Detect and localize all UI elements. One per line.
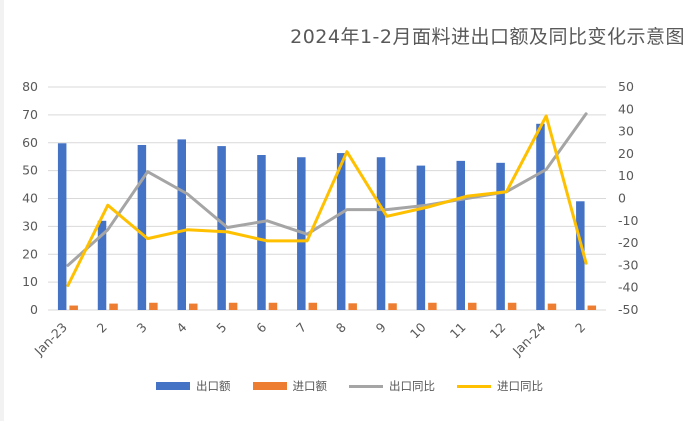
y-left-tick-label: 40 [22, 191, 38, 206]
bar-export-value [257, 155, 266, 310]
bar-export-value [336, 153, 346, 310]
bar-import-value [428, 302, 437, 310]
bar-export-value [177, 139, 186, 310]
y-left-tick-label: 80 [22, 79, 38, 94]
bar-import-value [228, 302, 238, 310]
legend-swatch-import-value [252, 382, 287, 390]
legend-label-import-value: 进口额 [292, 379, 328, 393]
bar-import-value [189, 303, 198, 310]
y-right-tick-label: 50 [618, 79, 634, 94]
x-tick-label: 7 [293, 320, 309, 336]
bar-import-value [587, 305, 597, 310]
y-right-tick-label: -10 [618, 213, 638, 228]
x-tick-label: 10 [407, 319, 429, 341]
x-tick-label: 12 [487, 320, 509, 342]
legend-swatch-import-yoy [457, 384, 491, 388]
bar-export-value [536, 123, 545, 310]
legend-item-import-value: 进口额 [252, 378, 328, 394]
legend-item-import-yoy: 进口同比 [457, 378, 543, 394]
y-left-tick-label: 50 [22, 163, 38, 178]
bar-export-value [496, 162, 505, 310]
bar-export-value [456, 160, 465, 310]
y-right-tick-label: 40 [618, 101, 634, 116]
legend-label-export-yoy: 出口同比 [389, 379, 435, 393]
y-right-tick-label: 10 [618, 168, 634, 183]
legend-label-import-yoy: 进口同比 [497, 379, 543, 393]
y-right-tick-label: -20 [618, 235, 638, 250]
x-tick-label: 2 [94, 320, 110, 336]
line-import-yoy [66, 114, 588, 287]
x-tick-label: Jan-23 [31, 320, 70, 359]
bar-export-value [576, 201, 585, 310]
bar-import-value [348, 303, 357, 310]
y-right-tick-label: -30 [618, 257, 638, 272]
x-tick-label: Jan-24 [509, 319, 548, 358]
bar-import-value [268, 302, 278, 310]
bar-import-value [149, 302, 158, 310]
x-tick-label: 9 [373, 319, 389, 335]
x-tick-label: 6 [253, 319, 269, 335]
bar-import-value [308, 302, 318, 310]
y-left-tick-label: 60 [22, 135, 38, 150]
legend-swatch-export-value [156, 382, 190, 390]
y-left-tick-label: 30 [22, 218, 38, 233]
bar-export-value [416, 165, 426, 310]
y-right-tick-label: 20 [618, 146, 634, 161]
y-left-tick-label: 70 [22, 107, 38, 122]
x-tick-label: 8 [333, 319, 349, 335]
bar-export-value [97, 220, 107, 310]
y-left-tick-label: 20 [22, 246, 38, 261]
bar-export-value [376, 157, 386, 310]
bar-import-value [468, 302, 477, 310]
y-right-tick-label: 30 [618, 124, 634, 139]
bar-import-value [69, 305, 78, 310]
chart-legend: 出口额 进口额 出口同比 进口同比 [0, 378, 699, 394]
left-divider [0, 0, 4, 421]
y-right-tick-label: -50 [618, 302, 638, 317]
bar-export-value [57, 143, 67, 310]
y-left-tick-label: 10 [22, 274, 38, 289]
legend-label-export-value: 出口额 [196, 379, 231, 393]
bar-export-value [217, 146, 226, 310]
legend-swatch-export-yoy [349, 384, 383, 388]
x-tick-label: 11 [447, 320, 469, 342]
y-left-tick-label: 0 [30, 302, 38, 317]
legend-item-export-yoy: 出口同比 [349, 378, 435, 394]
x-tick-label: 3 [134, 320, 150, 336]
bar-import-value [388, 303, 397, 310]
x-tick-label: 5 [213, 320, 229, 336]
bar-import-value [507, 302, 517, 310]
bar-export-value [137, 144, 147, 310]
x-tick-label: 4 [173, 319, 189, 335]
y-right-tick-label: 0 [618, 191, 626, 206]
chart-title: 2024年1-2月面料进出口额及同比变化示意图 [290, 26, 685, 48]
x-tick-label: 2 [572, 320, 588, 336]
bar-import-value [109, 303, 118, 310]
bar-import-value [547, 303, 557, 310]
y-right-tick-label: -40 [618, 280, 638, 295]
legend-item-export-value: 出口额 [156, 378, 231, 394]
